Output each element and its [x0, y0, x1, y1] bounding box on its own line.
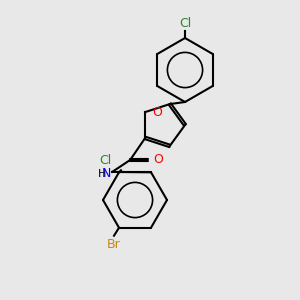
Text: O: O	[153, 153, 163, 167]
Text: Cl: Cl	[179, 17, 191, 30]
Text: Cl: Cl	[99, 154, 111, 167]
Text: N: N	[102, 167, 111, 180]
Text: Br: Br	[107, 238, 121, 251]
Text: O: O	[152, 106, 162, 118]
Text: H: H	[98, 169, 106, 179]
